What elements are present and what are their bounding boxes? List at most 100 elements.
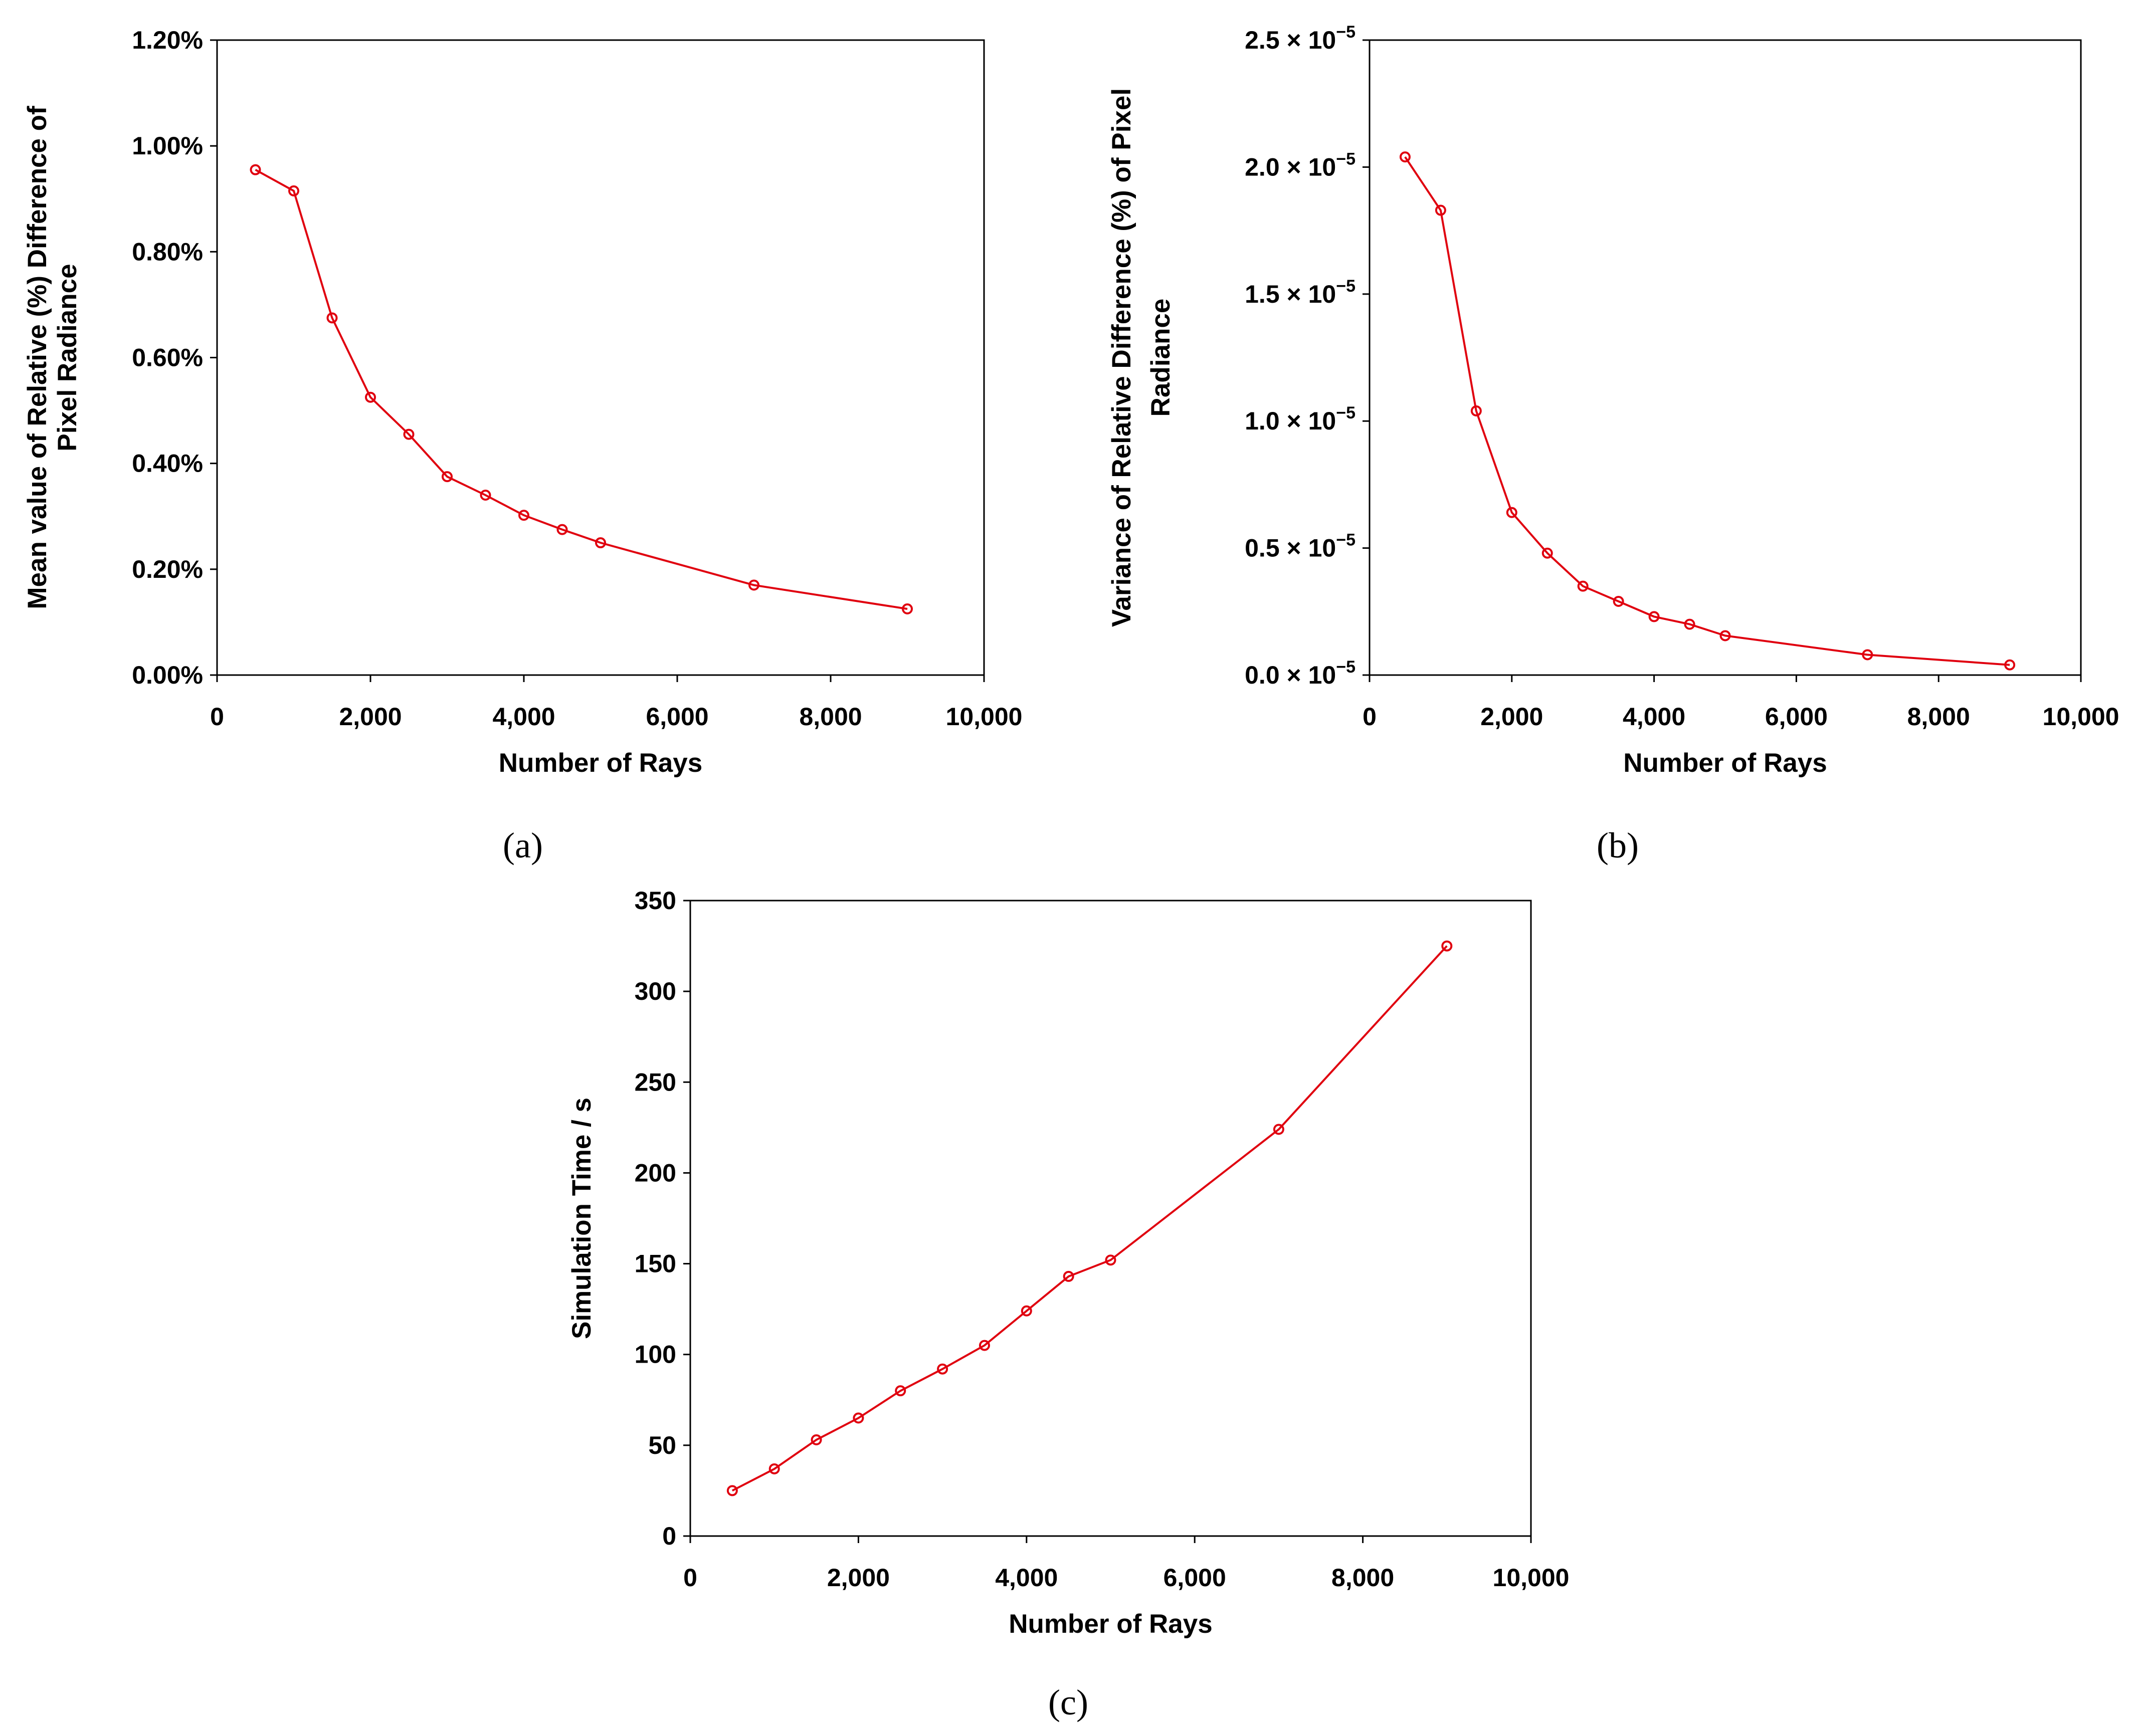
data-point [403, 428, 415, 440]
y-tick-exponent: −5 [1336, 658, 1355, 677]
chart-a: 0.00% 0.20% 0.40% 0.60% 0.80% 1.00% 1.20% 0 2,00… [23, 26, 1022, 865]
x-tick-label: 4,000 [995, 1564, 1058, 1592]
data-point [1862, 649, 1873, 661]
y-tick-label: 350 [635, 887, 676, 915]
x-tick-label: 8,000 [1907, 703, 1970, 731]
data-point [1719, 630, 1731, 641]
x-tick-label: 0 [683, 1564, 697, 1592]
plot-frame [216, 39, 985, 676]
data-point [811, 1434, 822, 1445]
x-tick-label: 10,000 [946, 703, 1023, 731]
data-point [1063, 1270, 1074, 1282]
data-point [1648, 611, 1660, 622]
x-tick-label: 4,000 [1623, 703, 1685, 731]
x-tick-label: 8,000 [1331, 1564, 1394, 1592]
y-tick-label: 1.5 × 10−5 [1245, 277, 1355, 308]
plot-frame [689, 900, 1532, 1537]
y-tick-label: 0.0 × 10−5 [1245, 658, 1355, 689]
data-point [595, 537, 606, 549]
plot-frame [1369, 39, 2082, 676]
data-point [1613, 596, 1624, 607]
y-axis-title: Variance of Relative Difference (%) of P… [1107, 88, 1136, 627]
panel-caption: (a) [503, 825, 543, 865]
y-tick-label: 0.5 × 10−5 [1245, 531, 1355, 562]
y-axis-title: Pixel Radiance [53, 264, 82, 451]
y-tick-exponent: −5 [1336, 23, 1355, 42]
data-point [326, 312, 338, 324]
chart-c: 0 50 100 150 200 250 300 350 0 2,000 4,000 6,000 8,0… [567, 887, 1569, 1722]
data-point [1684, 618, 1695, 630]
x-tick-label: 6,000 [1164, 1564, 1226, 1592]
x-tick-label: 6,000 [1765, 703, 1828, 731]
data-point [250, 164, 261, 175]
x-tick-label: 2,000 [339, 703, 402, 731]
y-tick-label: 0.00% [132, 661, 203, 689]
y-tick-label: 200 [635, 1159, 676, 1187]
data-point [518, 510, 529, 521]
data-point [748, 579, 759, 591]
data-point [768, 1463, 780, 1474]
x-tick-label: 10,000 [2043, 703, 2119, 731]
series-line [255, 168, 908, 610]
data-point [1399, 151, 1411, 163]
panel-caption: (b) [1597, 825, 1639, 865]
series-line [1404, 156, 2010, 666]
data-point [480, 490, 491, 501]
y-axis-title: Radiance [1146, 299, 1176, 417]
y-tick-label: 0 [662, 1522, 676, 1550]
y-tick-label: 1.00% [132, 132, 203, 160]
y-tick-label: 150 [635, 1250, 676, 1278]
y-tick-label: 0.20% [132, 555, 203, 583]
data-point [1105, 1254, 1116, 1266]
x-axis-title: Number of Rays [1623, 748, 1827, 778]
data-point [288, 185, 299, 196]
data-point [1470, 405, 1482, 416]
data-point [895, 1385, 906, 1397]
data-point [726, 1485, 738, 1496]
y-tick-label: 300 [635, 977, 676, 1005]
y-tick-label: 50 [648, 1431, 676, 1459]
x-tick-label: 2,000 [827, 1564, 890, 1592]
data-point [853, 1412, 864, 1424]
y-tick-exponent: −5 [1336, 149, 1355, 168]
y-tick-label: 0.40% [132, 450, 203, 478]
y-tick-label: 0.60% [132, 344, 203, 372]
x-tick-label: 10,000 [1493, 1564, 1570, 1592]
data-point [1021, 1305, 1032, 1317]
x-tick-label: 8,000 [799, 703, 862, 731]
data-point [1577, 580, 1589, 592]
y-tick-label: 0.80% [132, 238, 203, 266]
data-point [442, 471, 453, 483]
data-point [1435, 204, 1446, 216]
x-tick-label: 4,000 [492, 703, 555, 731]
y-tick-exponent: −5 [1336, 277, 1355, 296]
y-tick-label: 1.0 × 10−5 [1245, 403, 1355, 435]
data-point [556, 524, 568, 535]
x-tick-label: 2,000 [1480, 703, 1543, 731]
data-point [1506, 507, 1517, 518]
x-axis-title: Number of Rays [1009, 1609, 1212, 1639]
data-point [1441, 940, 1453, 952]
data-point [902, 603, 913, 615]
data-point [937, 1363, 948, 1375]
data-point [1273, 1124, 1284, 1135]
data-point [2004, 659, 2016, 671]
panel-caption: (c) [1048, 1682, 1088, 1722]
x-tick-label: 6,000 [646, 703, 708, 731]
x-axis-title: Number of Rays [499, 748, 702, 778]
y-tick-exponent: −5 [1336, 403, 1355, 422]
x-tick-label: 0 [1363, 703, 1377, 731]
y-axis-title: Mean value of Relative (%) Difference of [23, 106, 52, 609]
y-tick-label: 2.0 × 10−5 [1245, 149, 1355, 181]
series-line [731, 945, 1448, 1492]
y-tick-label: 250 [635, 1068, 676, 1096]
y-tick-label: 1.20% [132, 26, 203, 54]
y-tick-exponent: −5 [1336, 531, 1355, 550]
chart-b: 0.0 × 10−5 0.5 × 10−5 1.0 × 10−5 1.5 × 10−5… [1107, 23, 2119, 865]
data-point [365, 391, 376, 403]
y-axis-title: Simulation Time / s [567, 1098, 597, 1339]
y-tick-label: 2.5 × 10−5 [1245, 23, 1355, 54]
y-tick-label: 100 [635, 1341, 676, 1369]
data-point [1541, 547, 1553, 559]
